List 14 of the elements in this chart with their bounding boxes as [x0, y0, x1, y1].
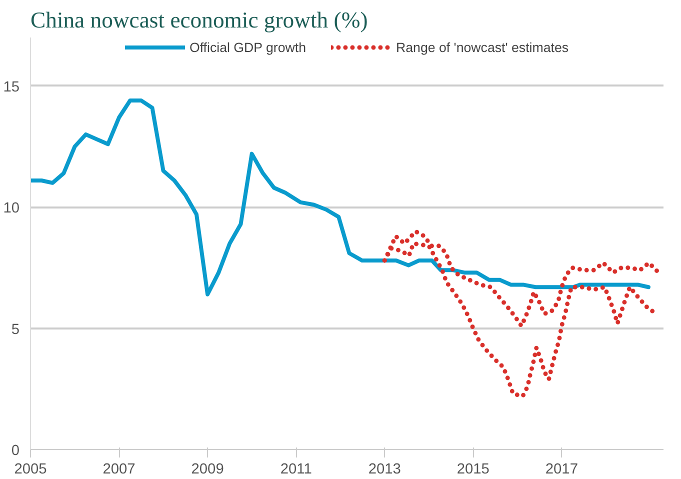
- x-tick-label: 2015: [456, 462, 490, 478]
- chart-title: China nowcast economic growth (%): [30, 8, 368, 32]
- y-tick-label: 10: [3, 200, 20, 217]
- y-tick-label: 15: [3, 79, 20, 96]
- x-tick-label: 2005: [14, 462, 47, 478]
- x-tick-label: 2007: [102, 462, 136, 478]
- x-tick-label: 2009: [191, 462, 224, 478]
- x-tick-label: 2011: [280, 462, 312, 478]
- legend-label: Range of 'nowcast' estimates: [396, 40, 569, 54]
- y-tick-label: 0: [11, 443, 20, 459]
- x-tick-label: 2017: [545, 462, 578, 478]
- legend-label: Official GDP growth: [189, 40, 306, 54]
- y-tick-label: 5: [11, 322, 20, 338]
- x-tick-label: 2013: [368, 462, 401, 478]
